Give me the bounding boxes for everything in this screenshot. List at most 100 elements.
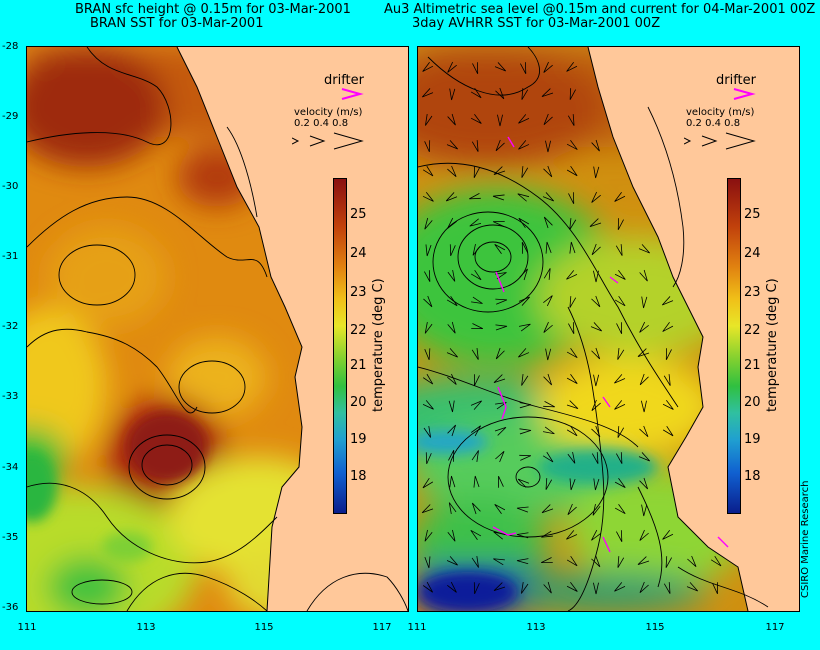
current-vector [639, 373, 649, 386]
colorbar-tick: 19 [744, 432, 761, 447]
drifter-label: drifter [324, 73, 364, 88]
current-vector [639, 425, 649, 438]
colorbar-tick: 21 [744, 358, 761, 373]
current-vector [425, 114, 433, 126]
lon-tick: 117 [372, 622, 392, 633]
current-vector [545, 348, 552, 361]
current-vector [494, 426, 507, 436]
colorbar-tick: 23 [350, 285, 367, 300]
current-vector [569, 478, 576, 491]
current-vector [614, 400, 626, 410]
lon-tick: 115 [645, 622, 665, 633]
current-vector [493, 374, 506, 383]
current-vector [639, 321, 649, 333]
current-vector [566, 62, 578, 72]
drifter-arrow-icon [341, 88, 364, 100]
current-vector [447, 529, 456, 542]
colorbar [333, 178, 347, 514]
current-vector [617, 348, 625, 360]
current-vector [566, 530, 578, 540]
current-vector [447, 581, 457, 593]
current-vector [517, 193, 530, 202]
right-title-line2: 3day AVHRR SST for 03-Mar-2001 00Z [412, 16, 661, 31]
current-vector [448, 400, 455, 413]
current-vector [543, 373, 553, 386]
current-vector [422, 165, 434, 177]
current-vector [567, 503, 577, 515]
current-vector [542, 451, 554, 463]
lat-tick: -31 [2, 251, 19, 262]
current-vector [447, 269, 456, 282]
current-vector [614, 295, 626, 307]
current-vector [569, 241, 576, 254]
current-vector-field [421, 61, 722, 595]
current-vector [518, 323, 531, 332]
current-vector [470, 400, 482, 410]
current-vector [495, 451, 505, 463]
current-vector [473, 475, 480, 488]
current-vector [639, 581, 649, 594]
current-vector [422, 477, 434, 489]
velocity-label: velocity (m/s) [294, 107, 363, 118]
current-vector [495, 139, 505, 152]
current-vector [518, 140, 530, 150]
current-vector [422, 400, 434, 410]
current-vector [662, 530, 674, 540]
current-vector [593, 582, 599, 595]
left-title-line2: BRAN SST for 03-Mar-2001 [90, 16, 264, 31]
current-vector [541, 557, 553, 564]
current-vector [473, 374, 480, 386]
current-vector [421, 88, 434, 98]
current-vector [686, 582, 699, 592]
current-vector [424, 321, 433, 334]
avhrr-sst-map [417, 46, 800, 612]
current-vector [710, 555, 722, 567]
current-vector [473, 166, 480, 178]
velocity-scale-icon [684, 132, 756, 150]
current-vector [447, 321, 456, 334]
drifter-arrow-icon [733, 88, 756, 100]
lat-tick: -35 [2, 532, 19, 543]
current-vector [543, 401, 555, 408]
current-vector [446, 556, 458, 566]
current-vector [447, 373, 457, 385]
colorbar-tick: 20 [744, 395, 761, 410]
current-vector [423, 295, 433, 308]
current-vector [614, 503, 626, 515]
current-vector [520, 581, 529, 594]
current-vector [447, 61, 457, 73]
current-vector [518, 348, 530, 358]
colorbar-tick: 19 [350, 432, 367, 447]
current-vector [470, 425, 481, 437]
current-vector [519, 454, 532, 461]
lon-tick: 111 [17, 622, 37, 633]
current-vector [566, 400, 579, 410]
current-vector [516, 506, 529, 513]
current-vector [662, 400, 674, 410]
current-vector [424, 140, 431, 153]
current-vector [593, 166, 600, 179]
drifter-tracks [492, 136, 729, 553]
lon-tick: 115 [254, 622, 274, 633]
current-vector [471, 502, 481, 515]
current-vector [639, 529, 649, 541]
current-vector [591, 347, 601, 360]
current-vector [422, 62, 434, 72]
lat-tick: -32 [2, 321, 19, 332]
current-vector [566, 140, 578, 150]
current-vector [663, 582, 671, 594]
current-vector [422, 581, 433, 593]
current-vector [471, 348, 479, 360]
current-vector [447, 217, 457, 229]
current-vector [614, 374, 626, 384]
current-vector [545, 140, 551, 153]
current-vector [519, 402, 532, 409]
current-vector [661, 296, 674, 306]
colorbar-tick: 20 [350, 395, 367, 410]
current-vector [593, 478, 600, 491]
current-vector [495, 272, 507, 280]
current-vector [545, 478, 553, 490]
current-vector [492, 220, 505, 227]
current-vector [617, 218, 624, 230]
current-vector [543, 61, 553, 73]
